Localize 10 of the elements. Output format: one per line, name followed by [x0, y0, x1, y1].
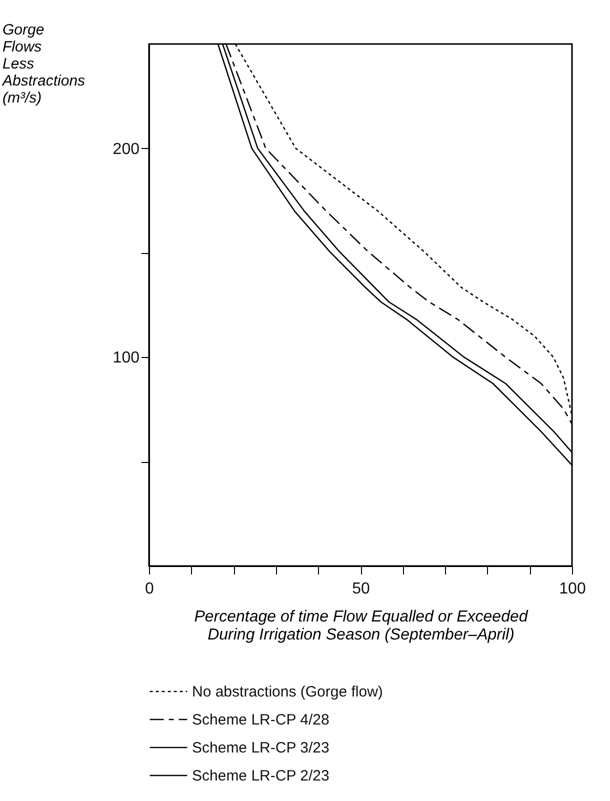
legend-label: Scheme LR-CP 4/28 — [192, 712, 330, 728]
y-tick-label: 200 — [112, 140, 140, 158]
x-tick-label: 50 — [352, 580, 370, 598]
x-axis-title: Percentage of time Flow Equalled or Exceeded During Irrigation Season (September–April) — [194, 608, 529, 644]
legend-label: No abstractions (Gorge flow) — [192, 684, 383, 700]
legend-label: Scheme LR-CP 2/23 — [192, 768, 330, 784]
x-tick-label: 100 — [559, 580, 586, 598]
y-axis-title: Gorge Flows Less Abstractions (m³/s) — [2, 22, 86, 106]
x-tick-label: 0 — [145, 580, 154, 598]
legend-label: Scheme LR-CP 3/23 — [192, 740, 330, 756]
